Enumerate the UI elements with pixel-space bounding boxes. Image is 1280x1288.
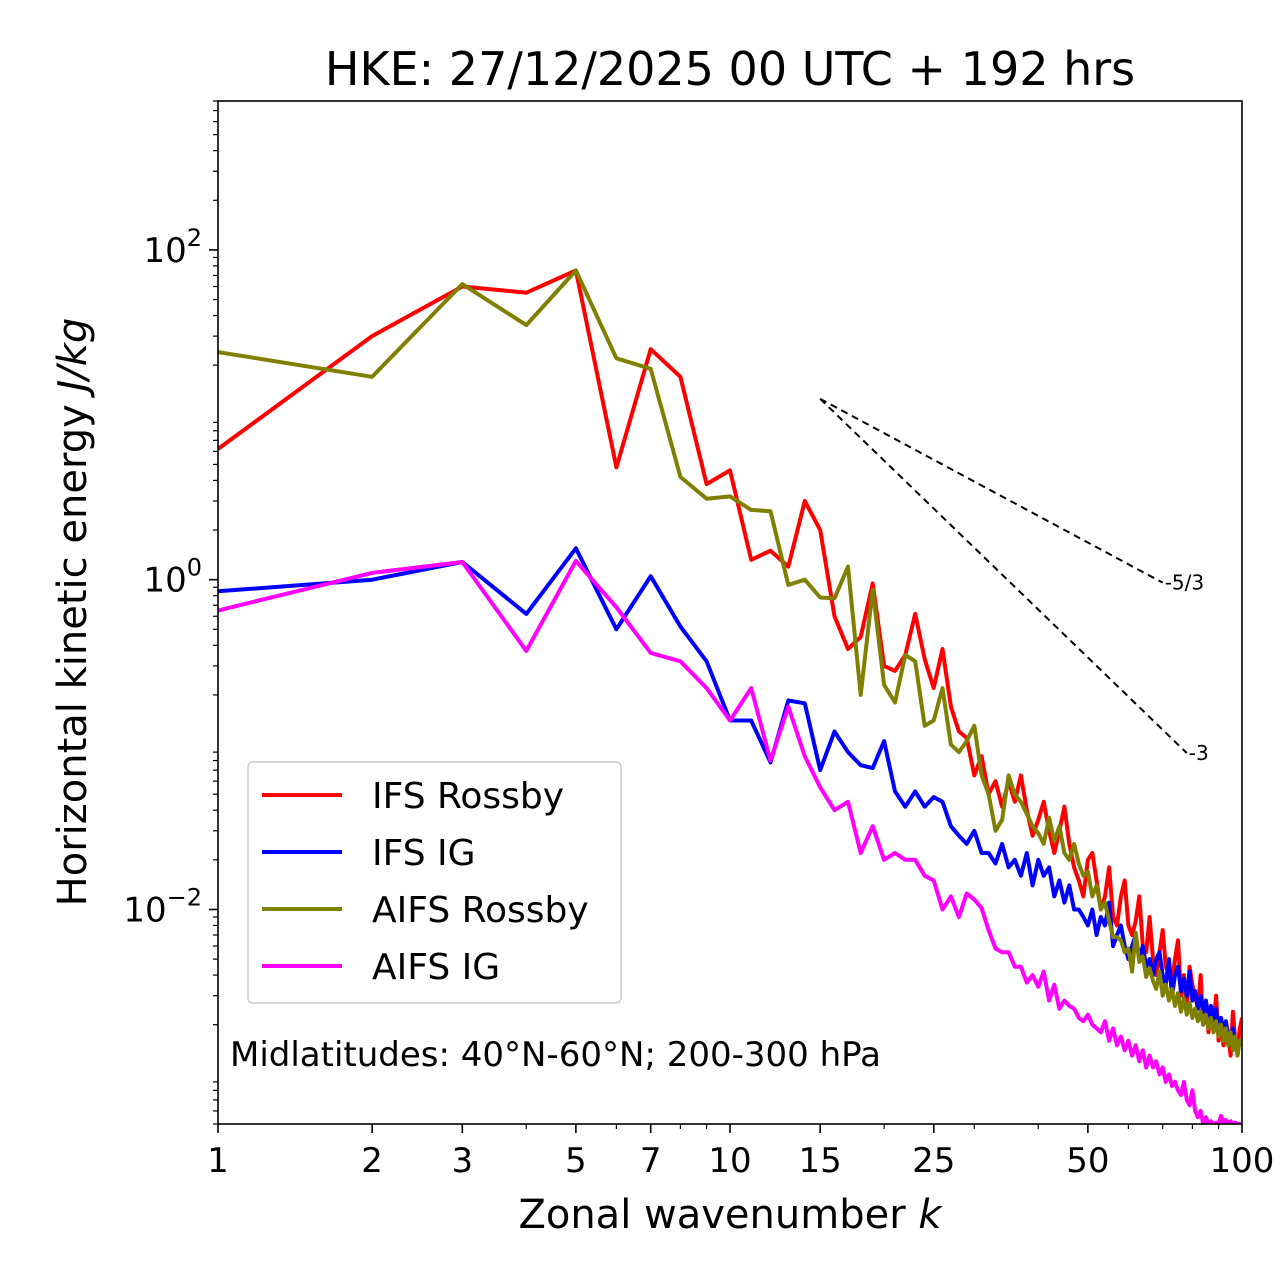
y-tick-exponent: 2	[187, 224, 202, 252]
y-axis-label: Horizontal kinetic energy J/kg	[50, 318, 96, 907]
x-tick-label: 10	[708, 1141, 751, 1181]
reference-slope-label-1: -5/3	[1165, 571, 1204, 595]
reference-slope-label-2: -3	[1189, 741, 1209, 765]
series-layer	[218, 268, 1242, 1124]
x-axis-ticks: 1 2 3 5 7 10 15 25 50 100	[207, 1124, 1274, 1181]
x-tick-label: 15	[799, 1141, 842, 1181]
x-tick-label: 50	[1066, 1141, 1109, 1181]
y-axis-label-unit: J/kg	[50, 318, 96, 399]
x-tick-label: 25	[912, 1141, 955, 1181]
x-axis-label-text: Zonal wavenumber	[518, 1192, 906, 1238]
chart-title: HKE: 27/12/2025 00 UTC + 192 hrs	[325, 42, 1135, 96]
legend-label-ifs-rossby: IFS Rossby	[372, 776, 564, 817]
series-line-aifs-ig	[218, 558, 1242, 1124]
x-axis-label-symbol: k	[918, 1192, 943, 1238]
y-axis-label-text: Horizontal kinetic energy	[50, 404, 96, 906]
y-tick-exponent: 0	[187, 554, 202, 582]
reference-slopes: -5/3 -3	[819, 397, 1209, 765]
y-tick-label: 102	[143, 224, 202, 271]
legend-box	[247, 761, 622, 1004]
series-line-aifs-rossby	[218, 268, 1242, 1058]
reference-slope-line-1	[819, 397, 1164, 584]
reference-slope-line-2	[819, 398, 1188, 754]
x-tick-label: 1	[207, 1141, 229, 1181]
y-tick-exponent: −2	[167, 883, 202, 911]
x-tick-label: 3	[451, 1141, 473, 1181]
x-tick-label: 5	[565, 1141, 587, 1181]
legend-label-ifs-ig: IFS IG	[372, 833, 476, 874]
y-tick-base: 10	[123, 890, 166, 930]
x-tick-label: 7	[640, 1141, 662, 1181]
legend: IFS Rossby IFS IG AIFS Rossby AIFS IG	[247, 761, 622, 1004]
legend-entries: IFS Rossby IFS IG AIFS Rossby AIFS IG	[262, 776, 589, 988]
x-tick-label: 100	[1210, 1141, 1275, 1181]
series-line-ifs-ig	[218, 546, 1242, 1053]
x-axis-label: Zonal wavenumber k	[518, 1192, 943, 1238]
y-tick-label: 10−2	[123, 883, 202, 930]
region-annotation: Midlatitudes: 40°N-60°N; 200-300 hPa	[230, 1035, 881, 1075]
y-tick-label: 100	[143, 554, 202, 601]
legend-label-aifs-rossby: AIFS Rossby	[372, 890, 589, 931]
x-tick-label: 2	[361, 1141, 383, 1181]
y-tick-base: 10	[143, 561, 186, 601]
y-tick-base: 10	[143, 231, 186, 271]
legend-label-aifs-ig: AIFS IG	[372, 947, 500, 988]
